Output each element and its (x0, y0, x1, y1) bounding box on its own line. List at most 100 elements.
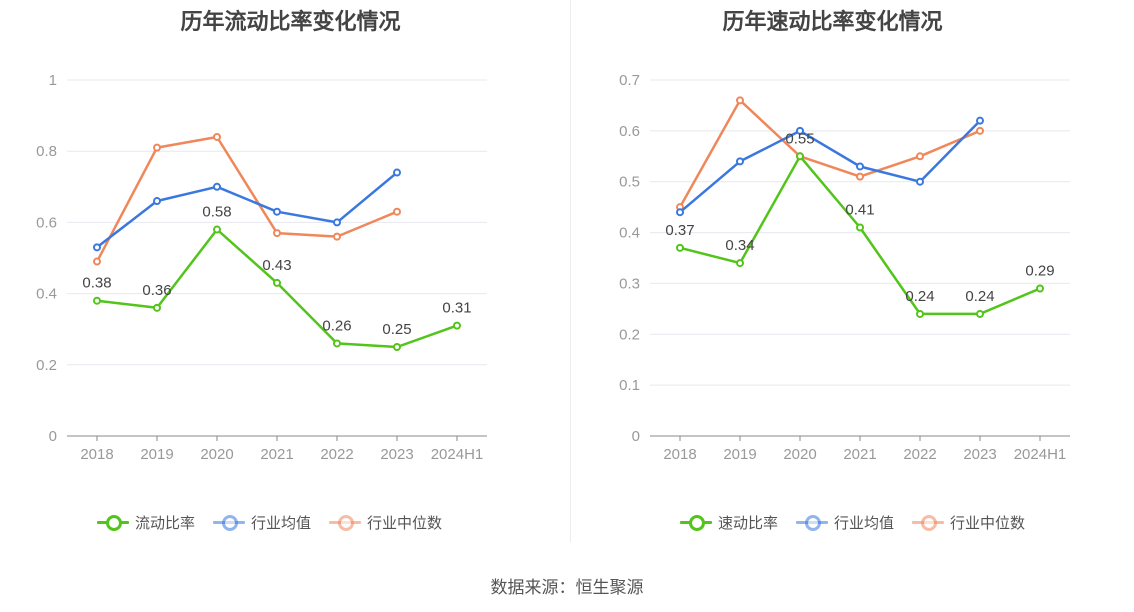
legend-marker-icon (912, 514, 945, 531)
current-ratio-plot: 0 0.2 0.4 0.6 0.8 1 2018 2019 2020 2021 2022 2023 20… (36, 72, 487, 463)
quick-ratio-plot: 0 0.1 0.2 0.3 0.4 0.5 0.6 0.7 2018 2019 2020 2021 20… (619, 72, 1070, 463)
legend-item[interactable]: 行业均值 (213, 512, 311, 533)
data-point (153, 197, 161, 206)
y-tick-label: 0.5 (619, 174, 640, 191)
y-tick-label: 0.6 (36, 214, 57, 231)
legend: 速动比率 行业均值 行业中位数 (680, 510, 1025, 534)
y-tick-label: 0.7 (619, 72, 640, 89)
data-point (393, 168, 401, 177)
data-label: 0.26 (322, 317, 351, 334)
data-point (856, 223, 864, 232)
data-point (333, 218, 341, 227)
legend-label: 行业中位数 (367, 514, 443, 532)
data-label: 0.43 (262, 257, 291, 274)
x-tick-label: 2024H1 (431, 446, 484, 463)
data-label: 0.24 (965, 288, 994, 305)
data-label: 0.34 (725, 237, 754, 254)
data-point (736, 96, 744, 105)
quick-ratio-chart: 历年速动比率变化情况 0 0.1 0.2 0.3 0.4 0.5 0.6 0.7 2018 201… (567, 0, 1134, 560)
y-tick-label: 0.1 (619, 377, 640, 394)
legend-item[interactable]: 行业中位数 (329, 512, 442, 533)
y-tick-label: 0.2 (619, 326, 640, 343)
data-label: 0.24 (905, 288, 934, 305)
x-tick-label: 2018 (663, 446, 696, 463)
data-label: 0.37 (665, 222, 694, 239)
data-label: 0.55 (785, 130, 814, 147)
data-point (976, 126, 984, 135)
data-point (153, 143, 161, 152)
x-tick-label: 2023 (380, 446, 413, 463)
legend-item[interactable]: 速动比率 (680, 512, 778, 533)
x-tick-label: 2021 (843, 446, 876, 463)
x-tick-label: 2022 (903, 446, 936, 463)
x-tick-label: 2023 (963, 446, 996, 463)
series-line-行业均值 (679, 119, 981, 214)
data-point (736, 259, 744, 268)
data-label: 0.58 (202, 204, 231, 221)
legend-item[interactable]: 行业中位数 (912, 512, 1025, 533)
data-point (976, 116, 984, 125)
current-ratio-chart: 历年流动比率变化情况 0 0.2 0.4 0.6 0.8 1 2018 2019 2020 202… (0, 0, 567, 560)
data-point (213, 182, 221, 191)
x-tick-label: 2024H1 (1014, 446, 1067, 463)
data-point (1036, 284, 1044, 293)
legend-label: 行业均值 (834, 514, 895, 532)
data-label: 0.31 (442, 300, 471, 317)
y-tick-label: 0.6 (619, 123, 640, 140)
x-tick-label: 2019 (140, 446, 173, 463)
x-tick-label: 2020 (200, 446, 233, 463)
series-line-行业中位数 (95, 135, 398, 263)
data-point (393, 343, 401, 351)
series-line-行业中位数 (678, 99, 981, 208)
data-point (93, 243, 101, 252)
y-tick-label: 0.4 (36, 286, 57, 303)
data-point (796, 126, 804, 135)
x-tick-label: 2019 (723, 446, 756, 463)
data-point (796, 152, 804, 161)
x-tick-label: 2018 (80, 446, 113, 463)
data-label: 0.41 (845, 201, 874, 218)
y-tick-label: 0.4 (619, 225, 640, 242)
x-tick-label: 2020 (783, 446, 816, 463)
chart-title: 历年流动比率变化情况 (180, 9, 401, 34)
legend: 流动比率 行业均值 行业中位数 (97, 510, 442, 534)
y-tick-label: 0.3 (619, 275, 640, 292)
x-tick-label: 2022 (320, 446, 353, 463)
chart-title: 历年速动比率变化情况 (722, 9, 943, 34)
data-point (273, 278, 281, 287)
data-point (736, 157, 744, 166)
y-tick-label: 0 (49, 428, 57, 445)
legend-item[interactable]: 行业均值 (796, 512, 894, 533)
legend-marker-icon (796, 514, 829, 531)
data-point (273, 207, 281, 216)
data-label: 0.29 (1025, 263, 1054, 280)
data-point (976, 309, 984, 318)
data-point (93, 296, 101, 305)
data-point (273, 229, 281, 238)
data-point (213, 132, 221, 141)
data-point (213, 225, 221, 234)
data-point (676, 243, 684, 252)
data-label: 0.25 (382, 321, 411, 338)
legend-label: 行业均值 (251, 514, 312, 532)
legend-marker-icon (97, 514, 129, 531)
data-point (916, 309, 924, 318)
data-source: 数据来源：恒生聚源 (490, 578, 644, 597)
x-tick-label: 2021 (260, 446, 293, 463)
data-point (856, 172, 864, 181)
data-point (93, 257, 101, 266)
y-tick-label: 1 (49, 72, 57, 89)
y-tick-label: 0.8 (36, 143, 57, 160)
data-point (333, 339, 341, 348)
legend-label: 流动比率 (135, 514, 196, 532)
legend-marker-icon (213, 514, 246, 531)
data-point (676, 208, 684, 217)
legend-item[interactable]: 流动比率 (97, 512, 195, 533)
data-point (856, 162, 864, 171)
data-point (393, 207, 401, 216)
data-point (153, 303, 161, 312)
y-tick-label: 0.2 (36, 357, 57, 374)
data-label: 0.36 (142, 282, 171, 299)
legend-marker-icon (680, 514, 712, 531)
panel-divider (570, 0, 571, 542)
